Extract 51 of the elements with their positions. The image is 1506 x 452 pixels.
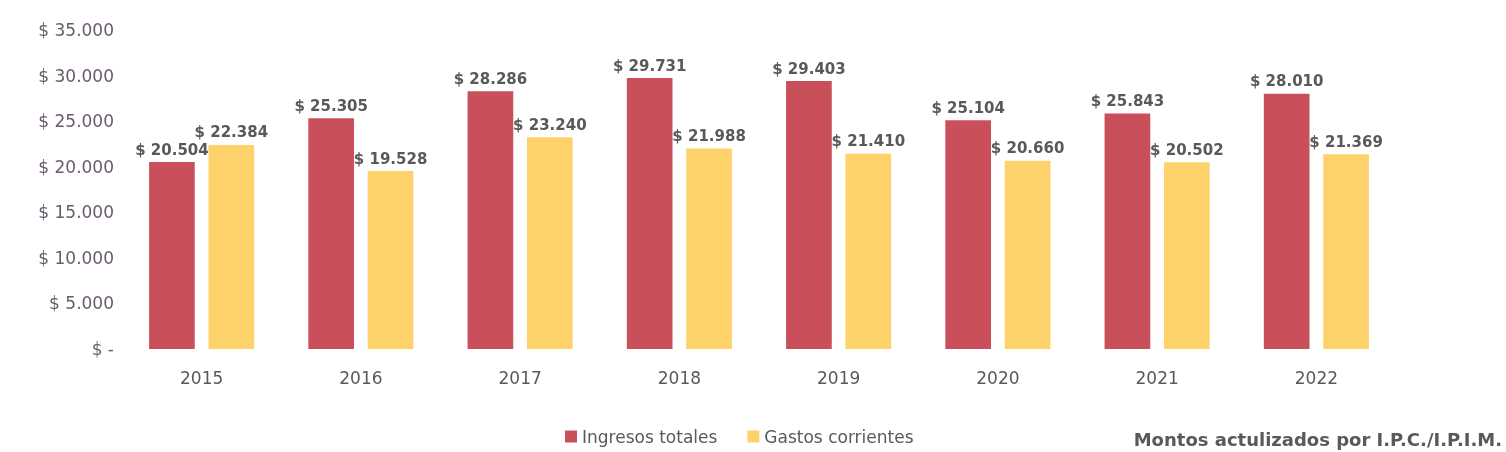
bar bbox=[1104, 113, 1151, 349]
data-label: $ 20.502 bbox=[1150, 140, 1224, 159]
data-label: $ 20.504 bbox=[135, 140, 209, 159]
bar bbox=[208, 144, 255, 349]
data-label: $ 23.240 bbox=[513, 115, 587, 134]
bar bbox=[1323, 154, 1369, 349]
data-label: $ 21.410 bbox=[831, 132, 906, 151]
y-tick-label: $ 10.000 bbox=[38, 247, 114, 268]
data-label: $ 21.369 bbox=[1309, 132, 1383, 151]
x-tick-label: 2020 bbox=[976, 367, 1020, 388]
legend-label: Ingresos totales bbox=[582, 426, 718, 447]
x-tick-label: 2022 bbox=[1294, 367, 1339, 388]
bar bbox=[1263, 93, 1310, 349]
data-label: $ 29.731 bbox=[612, 56, 687, 75]
data-label: $ 28.010 bbox=[1249, 72, 1324, 91]
y-tick-label: $ 25.000 bbox=[38, 111, 114, 132]
bar bbox=[1004, 160, 1051, 349]
data-label: $ 25.843 bbox=[1090, 91, 1165, 110]
y-tick-label: $ 5.000 bbox=[49, 293, 114, 314]
data-label: $ 21.988 bbox=[672, 127, 746, 146]
bar bbox=[467, 91, 514, 349]
data-label: $ 28.286 bbox=[453, 69, 528, 88]
text: Montos actulizados por I.P.C./I.P.I.M. bbox=[1133, 428, 1502, 450]
data-label: $ 20.660 bbox=[990, 139, 1065, 158]
bar bbox=[786, 81, 832, 349]
legend-label: Gastos corrientes bbox=[764, 426, 914, 447]
data-label: $ 29.403 bbox=[772, 59, 846, 78]
bar bbox=[945, 120, 992, 349]
data-label: $ 19.528 bbox=[353, 149, 428, 168]
y-tick-label: $ 35.000 bbox=[38, 20, 114, 40]
bar bbox=[367, 171, 414, 349]
bar bbox=[686, 148, 732, 349]
bar bbox=[526, 137, 573, 349]
data-label: $ 22.384 bbox=[194, 123, 269, 142]
bar bbox=[1163, 162, 1210, 349]
x-tick-label: 2016 bbox=[339, 367, 383, 388]
y-tick-label: $ 30.000 bbox=[38, 65, 114, 86]
bar bbox=[626, 78, 673, 349]
bar bbox=[149, 162, 195, 349]
y-tick-label: $ 20.000 bbox=[38, 156, 114, 177]
x-tick-label: 2021 bbox=[1135, 367, 1179, 388]
bar bbox=[308, 118, 355, 349]
x-tick-label: 2018 bbox=[657, 367, 702, 388]
x-tick-label: 2017 bbox=[498, 367, 542, 388]
x-tick-label: 2019 bbox=[816, 367, 861, 388]
y-tick-label: $ - bbox=[91, 339, 114, 359]
data-label: $ 25.104 bbox=[931, 98, 1005, 117]
bar bbox=[845, 153, 892, 349]
x-tick-label: 2015 bbox=[179, 367, 224, 388]
data-label: $ 25.305 bbox=[294, 96, 368, 115]
y-tick-label: $ 15.000 bbox=[38, 202, 114, 223]
